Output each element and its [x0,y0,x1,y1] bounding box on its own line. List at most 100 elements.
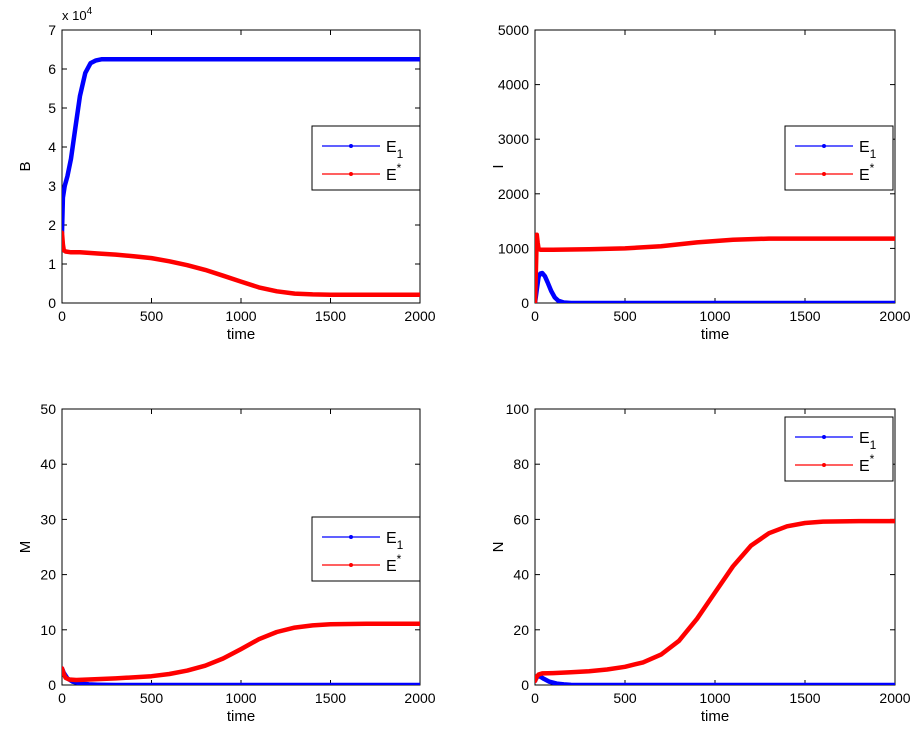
y-tick-label: 40 [40,456,56,472]
y-tick-label: 10 [40,622,56,638]
y-tick-label: 20 [40,567,56,583]
legend-label-sub: 1 [397,147,404,161]
x-axis-label: time [701,326,729,343]
y-tick-label: 2 [48,217,56,233]
y-tick-label: 100 [506,401,530,417]
legend-marker [349,144,353,148]
legend-marker [349,563,353,567]
y-tick-label: 3000 [498,131,529,147]
legend-box [784,125,894,191]
y-tick-label: 20 [513,622,529,638]
legend-label-sup: * [397,161,402,175]
series-line-estar [535,518,895,684]
legend-label: E* [859,452,875,475]
chart-panel-top-right: 0 500 1000 1500 2000 0 1000 2000 3000 4000 5000 tim… [490,22,911,343]
legend-box [311,125,421,191]
legend-label: E* [386,552,402,575]
legend-label-base: E [386,558,397,575]
y-tick-label: 7 [48,22,56,38]
x-tick-label: 1500 [789,308,820,324]
y-tick-label: 6 [48,61,56,77]
x-tick-label: 1500 [789,690,820,706]
x-tick-label: 1000 [225,690,256,706]
series-line-e1 [62,57,420,236]
legend-label-base: E [386,167,397,184]
legend-label-sub: 1 [870,438,877,452]
y-axis-label: I [490,164,507,168]
y-tick-label: 2000 [498,186,529,202]
series-group [535,518,895,685]
y-tick-label: 0 [521,295,529,311]
legend-label-base: E [859,458,870,475]
y-tick-label: 4 [48,139,56,155]
y-tick-label: 1 [48,256,56,272]
y-tick-label: 30 [40,511,56,527]
y-exponent-power: 4 [87,6,93,17]
x-tick-label: 0 [58,308,66,324]
x-tick-label: 500 [140,308,164,324]
y-axis-label: B [17,161,34,171]
legend-label-base: E [386,139,397,156]
legend-label-sup: * [397,552,402,566]
x-tick-label: 0 [58,690,66,706]
legend-marker [349,172,353,176]
legend-label-base: E [859,430,870,447]
legend-label: E1 [859,430,877,452]
legend-marker [822,435,826,439]
legend-label: E1 [859,139,877,161]
series-group [535,232,895,303]
legend-label-sup: * [870,161,875,175]
legend-marker [822,172,826,176]
legend-marker [822,463,826,467]
legend-marker [349,535,353,539]
x-tick-label: 500 [613,308,637,324]
series-line-e1 [535,270,895,303]
legend-label-sub: 1 [397,538,404,552]
x-tick-label: 0 [531,308,539,324]
legend-label-sup: * [870,452,875,466]
y-tick-label: 0 [48,677,56,693]
x-tick-label: 2000 [879,690,910,706]
x-tick-label: 2000 [879,308,910,324]
y-tick-label: 4000 [498,77,529,93]
series-line-estar [62,621,420,683]
x-tick-label: 500 [613,690,637,706]
y-exponent-base: x 10 [62,8,87,23]
x-axis-label: time [701,708,729,725]
x-tick-label: 1000 [225,308,256,324]
x-tick-label: 1000 [699,690,730,706]
y-tick-label: 40 [513,567,529,583]
series-line-estar [535,232,895,303]
legend-label: E* [859,161,875,184]
legend-box [784,416,894,482]
x-tick-label: 0 [531,690,539,706]
x-tick-label: 1500 [315,690,346,706]
legend-label-base: E [859,139,870,156]
legend-marker [822,144,826,148]
series-group [62,57,420,298]
y-tick-label: 5 [48,100,56,116]
legend-label: E1 [386,530,404,552]
legend: E1E* [784,416,894,482]
x-tick-label: 500 [140,690,164,706]
legend-label-base: E [386,530,397,547]
legend: E1E* [784,125,894,191]
legend-label-sub: 1 [870,147,877,161]
y-tick-label: 3 [48,178,56,194]
x-tick-label: 1000 [699,308,730,324]
y-tick-label: 1000 [498,240,529,256]
legend-box [311,516,421,582]
legend: E1E* [311,125,421,191]
y-tick-label: 5000 [498,22,529,38]
y-tick-label: 0 [521,677,529,693]
y-exponent-label: x 104 [62,6,93,23]
y-axis-label: N [490,542,507,553]
legend-label: E* [386,161,402,184]
x-tick-label: 2000 [404,308,435,324]
x-tick-label: 2000 [404,690,435,706]
series-line-estar [62,230,420,298]
x-axis-label: time [227,326,255,343]
